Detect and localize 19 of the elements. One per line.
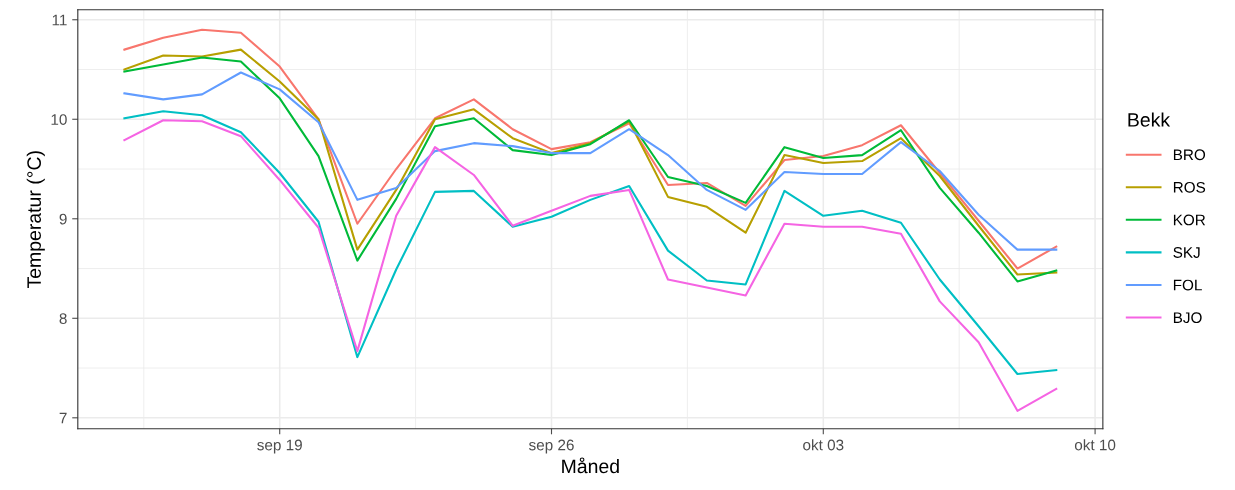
line-series bbox=[123, 71, 1058, 251]
legend-label: BRO bbox=[1173, 149, 1206, 161]
y-tick-label: 7 bbox=[59, 412, 67, 424]
legend-label: FOL bbox=[1173, 279, 1202, 291]
x-tick-label: sep 26 bbox=[528, 439, 574, 454]
y-tick-label: 8 bbox=[59, 313, 67, 324]
y-tick-label: 9 bbox=[59, 213, 67, 225]
x-tick-label: sep 19 bbox=[257, 439, 302, 454]
legend-title: Bekk bbox=[1128, 112, 1171, 127]
legend-label: BJO bbox=[1173, 312, 1202, 324]
legend-label: KOR bbox=[1173, 214, 1206, 226]
x-tick-label: okt 03 bbox=[803, 439, 844, 451]
y-axis-title: Temperatur (°C) bbox=[26, 151, 45, 289]
legend-label: ROS bbox=[1173, 181, 1206, 193]
x-tick-label: okt 10 bbox=[1074, 439, 1116, 451]
y-tick-label: 11 bbox=[52, 14, 67, 26]
x-axis-title: Måned bbox=[562, 457, 619, 474]
legend-label: SKJ bbox=[1173, 247, 1200, 258]
y-tick-label: 10 bbox=[51, 114, 67, 125]
